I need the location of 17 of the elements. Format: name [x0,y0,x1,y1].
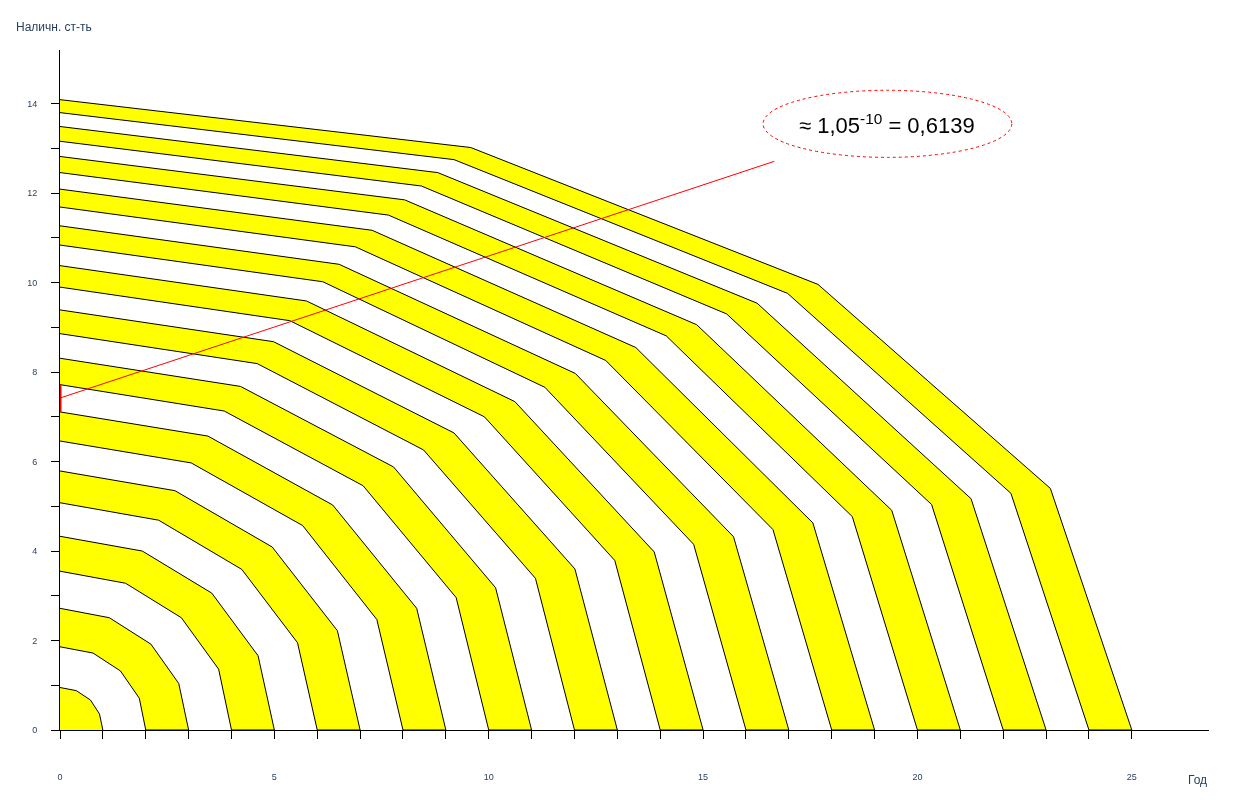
x-tick-label: 15 [698,771,709,782]
y-tick-label: 12 [27,188,38,199]
y-tick-label: 14 [27,98,38,109]
y-tick-label: 2 [32,635,38,646]
y-tick-label: 8 [32,367,38,378]
x-tick-label: 5 [271,771,277,782]
y-tick-label: 0 [32,725,38,736]
x-tick-label: 25 [1126,771,1137,782]
x-tick-label: 20 [912,771,923,782]
annotation: ≈ 1,05$^{-10}$ = 0,6139 [799,110,975,139]
y-axis-title: Наличн. ст-ть [16,20,92,34]
y-tick-label: 6 [32,456,38,467]
x-tick-label: 0 [57,771,63,782]
y-tick-label: 4 [32,546,38,557]
x-axis-title: Год [1188,773,1208,787]
x-tick-label: 10 [483,771,494,782]
y-tick-label: 10 [27,277,38,288]
